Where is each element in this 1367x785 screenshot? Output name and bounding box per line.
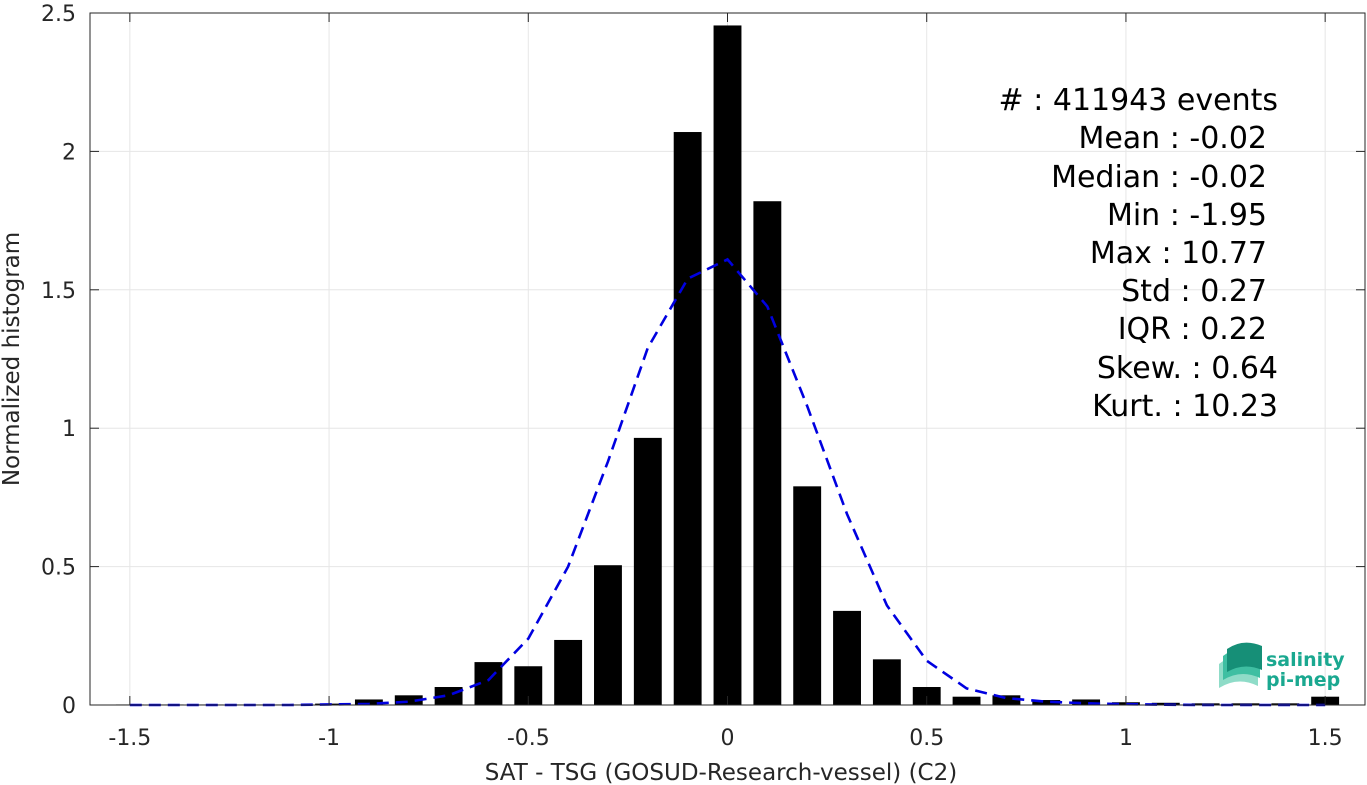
histogram-bar <box>1072 699 1101 705</box>
stats-kurt: Kurt. : 10.23 <box>1092 389 1278 424</box>
x-tick-label: -1.5 <box>108 726 151 751</box>
x-tick-label: 1 <box>1119 726 1133 751</box>
histogram-bar <box>992 695 1021 705</box>
histogram-bar <box>793 486 822 705</box>
y-axis-title: Normalized histogram <box>0 232 25 486</box>
wave-layers-icon <box>1219 642 1262 688</box>
x-axis-title: SAT - TSG (GOSUD-Research-vessel) (C2) <box>485 760 957 785</box>
logo-text-pimep: pi-mep <box>1266 669 1340 691</box>
stats-mean: Mean : -0.02 <box>1078 121 1267 156</box>
y-tick-label: 0.5 <box>41 556 76 581</box>
axis-ticks <box>90 12 1365 706</box>
histogram-bar <box>633 437 662 705</box>
histogram-bar <box>354 699 383 705</box>
y-tick-labels: 0 0.5 1 1.5 2 2.5 <box>41 2 76 719</box>
histogram-bar <box>1032 700 1061 705</box>
histogram-bar <box>594 565 622 705</box>
x-tick-label: 1.5 <box>1308 726 1343 751</box>
histogram-bar <box>673 132 702 706</box>
stats-min: Min : -1.95 <box>1107 198 1267 233</box>
y-tick-label: 1 <box>62 417 76 442</box>
stats-std: Std : 0.27 <box>1121 274 1267 309</box>
logo-text-salinity: salinity <box>1266 649 1345 671</box>
bar-series <box>115 25 1340 706</box>
stats-iqr: IQR : 0.22 <box>1118 312 1267 347</box>
histogram-bar <box>713 25 742 706</box>
histogram-bar <box>952 696 981 705</box>
y-tick-label: 1.5 <box>41 279 76 304</box>
histogram-bar <box>394 695 423 705</box>
x-tick-label: -0.5 <box>507 726 550 751</box>
stats-median: Median : -0.02 <box>1051 160 1267 195</box>
x-tick-label: 0 <box>721 726 735 751</box>
salinity-pimep-logo: salinity pi-mep <box>1219 642 1345 691</box>
stats-events: # : 411943 events <box>999 83 1278 118</box>
histogram-bar <box>872 659 901 705</box>
histogram-bar <box>833 610 861 705</box>
stats-max: Max : 10.77 <box>1090 236 1267 271</box>
stats-skew: Skew. : 0.64 <box>1097 351 1278 386</box>
x-tick-label: -1 <box>318 726 340 751</box>
y-tick-label: 2 <box>62 140 76 165</box>
histogram-bar <box>753 201 782 705</box>
stats-annotation: # : 411943 events Mean : -0.02 Median : … <box>999 83 1278 424</box>
x-tick-label: 0.5 <box>909 726 944 751</box>
y-tick-label: 2.5 <box>41 2 76 27</box>
y-tick-label: 0 <box>62 694 76 719</box>
histogram-bar <box>554 639 583 705</box>
x-tick-labels: -1.5 -1 -0.5 0 0.5 1 1.5 <box>108 726 1342 751</box>
